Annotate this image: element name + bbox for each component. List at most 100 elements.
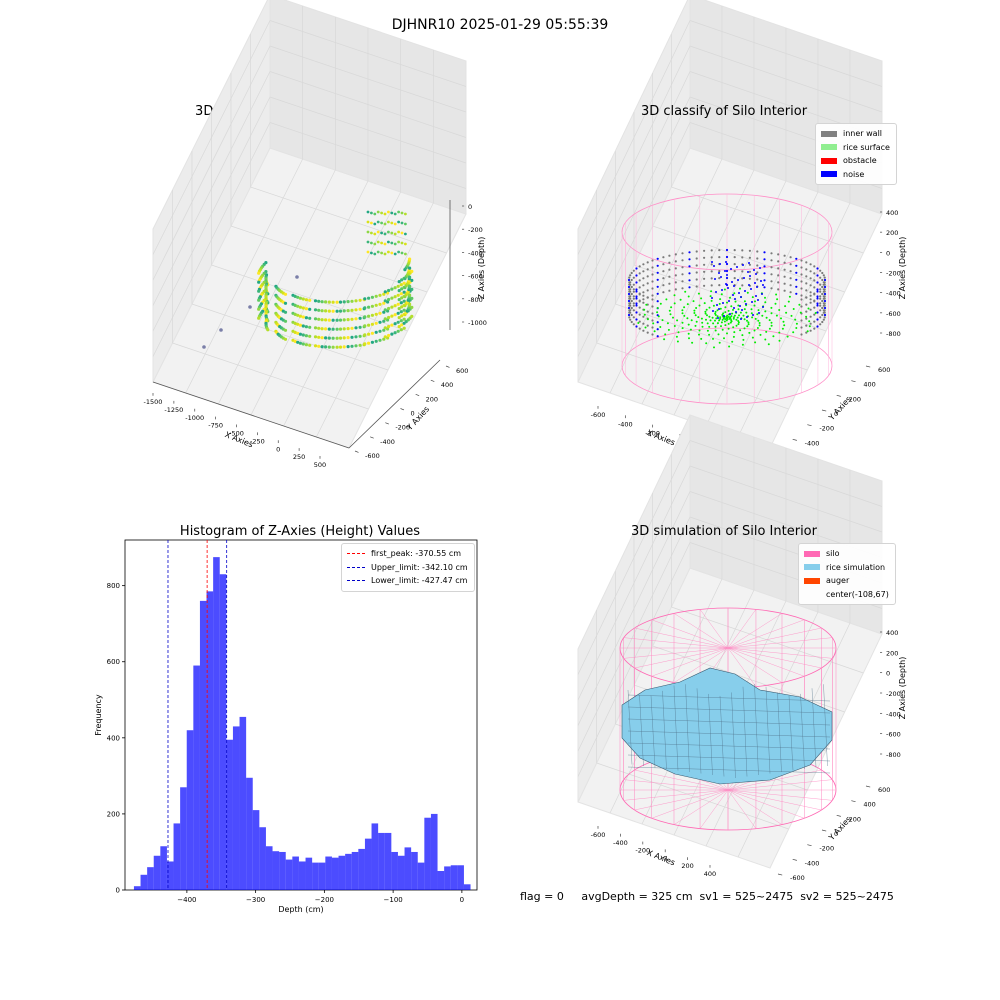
data-point	[350, 326, 354, 330]
silo-wire	[634, 789, 729, 811]
wall-point	[800, 319, 803, 322]
surface-point	[712, 322, 715, 325]
surface-point	[741, 343, 744, 346]
wall-point	[795, 264, 798, 267]
data-point	[363, 306, 367, 310]
outlier-point	[219, 328, 223, 332]
surface-point	[723, 320, 726, 323]
surface-point	[720, 325, 722, 328]
data-point	[367, 305, 371, 309]
wall-point	[816, 311, 819, 314]
y-axis-line	[348, 359, 441, 449]
noise-point	[761, 293, 763, 295]
data-point	[404, 232, 407, 236]
surface-point	[681, 327, 684, 330]
wall-point	[813, 300, 816, 303]
surface-point	[759, 333, 762, 336]
surface-point	[733, 331, 736, 334]
data-point	[370, 331, 374, 335]
data-point	[382, 337, 386, 341]
wall-point	[638, 286, 641, 289]
data-point	[393, 331, 397, 335]
wall-point	[656, 321, 659, 324]
data-point	[390, 251, 394, 255]
data-point	[378, 302, 382, 306]
data-point	[308, 334, 312, 338]
legend-line	[347, 566, 365, 568]
histogram-bar	[450, 865, 458, 890]
data-point	[400, 278, 404, 282]
z-axis-label: Z Axies (Depth)	[898, 657, 907, 720]
surface-point	[718, 319, 721, 322]
wall-point	[656, 271, 659, 274]
panel4-legend: silo rice simulation auger center(-108,6…	[798, 543, 896, 605]
wall-point	[632, 283, 635, 286]
surface-point	[742, 338, 745, 341]
y-tick-label: 200	[849, 815, 861, 823]
data-point	[342, 336, 346, 340]
surface-point	[676, 319, 679, 322]
noise-point	[735, 311, 737, 313]
wall-point	[823, 285, 827, 289]
surface-point	[700, 317, 703, 320]
histogram-bar	[160, 846, 167, 890]
data-point	[296, 340, 300, 344]
silo-wire	[727, 627, 822, 649]
data-point	[397, 289, 401, 293]
y-tick-label: 600	[878, 786, 890, 794]
data-point	[327, 309, 331, 313]
z-tick-label: 200	[886, 229, 898, 237]
surface-point	[732, 316, 735, 319]
surface-point	[768, 319, 771, 322]
y-tick-label: 0	[116, 887, 120, 895]
wall-point	[638, 293, 641, 296]
wall-point	[733, 270, 736, 273]
surface-point	[724, 318, 727, 321]
data-point	[327, 336, 331, 340]
x-tick-label: -400	[613, 839, 628, 847]
silo-wire	[727, 637, 833, 649]
data-point	[373, 232, 377, 236]
wall-point	[823, 311, 826, 314]
wall-point	[703, 270, 706, 273]
silo-wire	[727, 789, 822, 811]
wall-point	[674, 253, 677, 256]
tick-mark	[865, 365, 871, 368]
histogram-bar	[285, 859, 293, 890]
wall-point	[813, 265, 816, 268]
data-point	[358, 316, 362, 320]
wall-point	[628, 276, 631, 279]
noise-point	[754, 282, 756, 284]
surface-point	[732, 335, 735, 338]
surface-point	[718, 341, 721, 344]
surface-point	[729, 316, 732, 319]
surface-point	[683, 306, 686, 309]
surface-point	[690, 319, 693, 322]
silo-wire	[673, 613, 729, 649]
data-point	[283, 292, 288, 296]
surface-point	[814, 312, 817, 314]
surface-point	[679, 298, 682, 301]
noise-point	[755, 295, 757, 297]
wall-point	[823, 278, 827, 282]
data-point	[400, 221, 404, 225]
surface-point	[795, 327, 798, 329]
panel3-legend: first_peak: -370.55 cm Upper_limit: -342…	[341, 543, 475, 592]
tick-mark	[807, 424, 812, 427]
wall-point	[822, 281, 825, 284]
data-point	[387, 315, 391, 320]
surface-point	[698, 304, 701, 307]
data-point	[354, 344, 358, 348]
data-point	[342, 300, 346, 304]
wall-point	[822, 302, 825, 305]
wall-point	[819, 288, 822, 291]
noise-point	[716, 304, 718, 306]
x-axis-label: Depth (cm)	[278, 905, 323, 914]
outlier-point	[202, 345, 206, 349]
histogram-bar	[246, 777, 253, 890]
data-point	[363, 333, 367, 337]
surface-point	[723, 337, 725, 340]
histogram-bar	[444, 866, 451, 890]
noise-point	[732, 294, 734, 296]
